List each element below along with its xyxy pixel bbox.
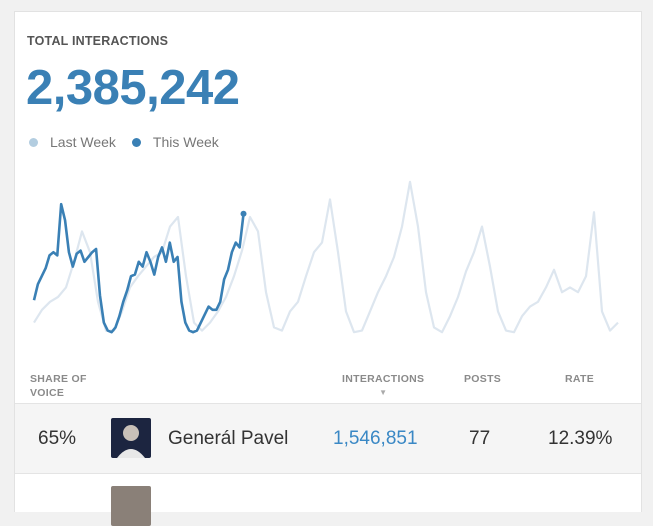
- last-point-marker: [240, 210, 247, 217]
- legend-label: Last Week: [50, 134, 116, 150]
- header-label: SHARE OF: [30, 373, 87, 385]
- legend-dot-icon: [131, 137, 141, 147]
- sort-desc-icon: ▼: [379, 388, 388, 397]
- legend-this-week[interactable]: This Week: [131, 134, 219, 150]
- interactions-value[interactable]: 1,546,851: [333, 428, 418, 449]
- total-interactions-value: 2,385,242: [26, 61, 240, 115]
- profile-name[interactable]: Generál Pavel: [168, 428, 289, 449]
- total-interactions-card: TOTAL INTERACTIONS 2,385,242 Last Week T…: [14, 11, 642, 526]
- header-interactions[interactable]: INTERACTIONS ▼: [342, 372, 424, 400]
- posts-value: 77: [469, 428, 491, 449]
- interactions-line-chart: [32, 180, 619, 334]
- rate-value: 12.39%: [548, 428, 613, 449]
- avatar: [111, 418, 151, 458]
- table-row[interactable]: 65% Generál Pavel 1,546,851 77 12.39%: [15, 403, 641, 474]
- header-rate[interactable]: RATE: [565, 373, 595, 385]
- header-share-of-voice: SHARE OF VOICE: [30, 372, 87, 400]
- series-line-last-week: [33, 180, 619, 334]
- legend-last-week[interactable]: Last Week: [29, 134, 116, 150]
- legend-label: This Week: [152, 134, 219, 150]
- share-of-voice: 65%: [38, 428, 77, 449]
- avatar: [111, 486, 151, 526]
- header-label: INTERACTIONS: [342, 373, 425, 385]
- chart-legend: Last Week This Week: [29, 134, 235, 150]
- legend-dot-icon: [29, 137, 38, 147]
- widget-title: TOTAL INTERACTIONS: [27, 34, 169, 48]
- series-line-this-week: [32, 202, 245, 334]
- header-label: VOICE: [30, 387, 65, 399]
- header-posts[interactable]: POSTS: [464, 373, 502, 385]
